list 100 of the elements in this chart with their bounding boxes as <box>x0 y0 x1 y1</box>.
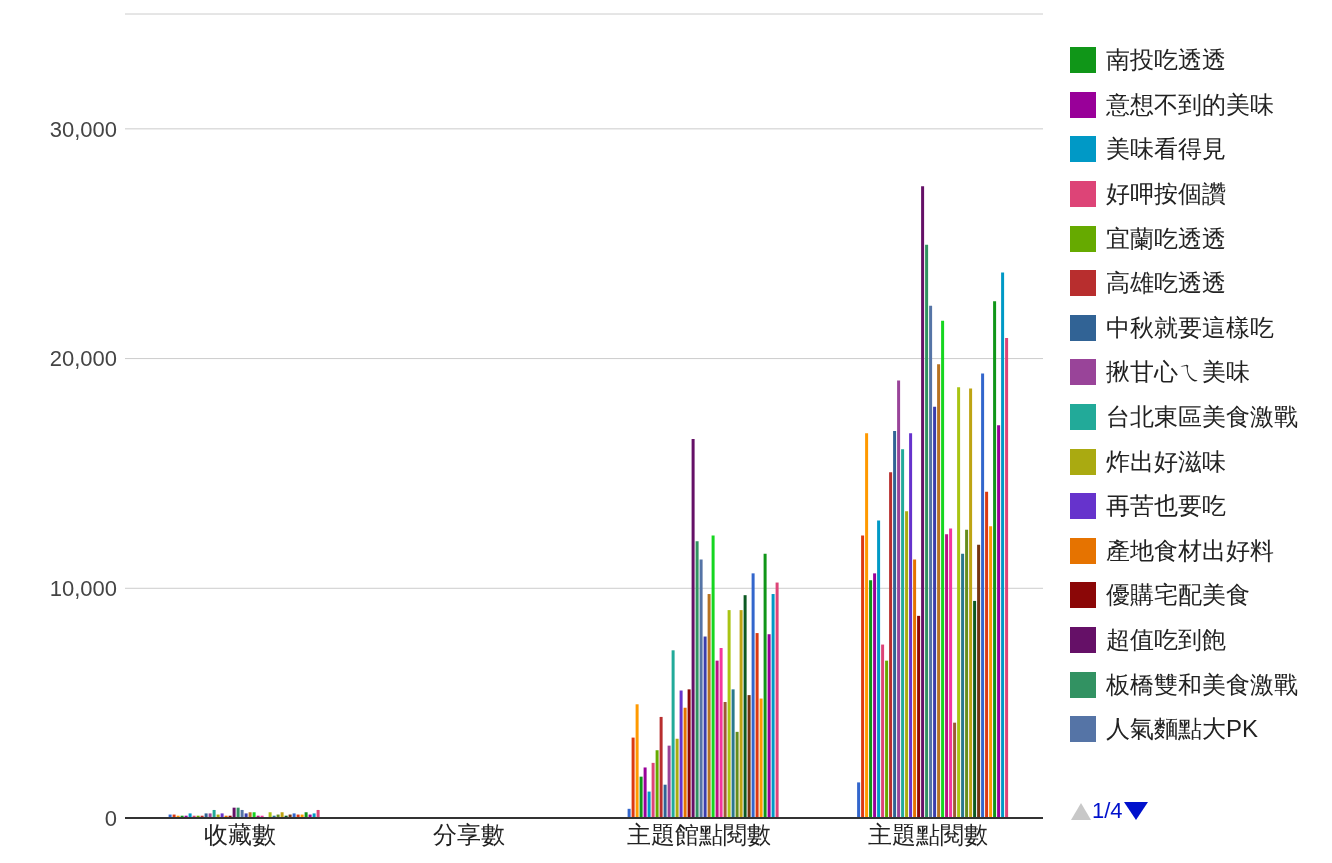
bar <box>865 433 869 818</box>
bar <box>993 301 997 818</box>
bar <box>711 535 715 818</box>
y-tick-label: 30,000 <box>49 116 117 142</box>
bar <box>715 660 719 818</box>
legend-label: 台北東區美食激戰 <box>1106 402 1298 433</box>
bar <box>683 707 687 818</box>
bar <box>913 559 917 818</box>
bar <box>639 776 643 818</box>
bar <box>647 791 651 818</box>
bar <box>973 600 977 818</box>
bar <box>707 594 711 818</box>
bar <box>735 731 739 818</box>
bar <box>965 529 969 818</box>
bar <box>655 750 659 818</box>
bar <box>909 433 913 818</box>
bar <box>755 633 759 818</box>
bar <box>921 186 925 818</box>
bar <box>739 610 743 818</box>
text: 1/4 <box>1092 797 1123 824</box>
bar <box>889 472 893 818</box>
bar <box>873 573 877 818</box>
legend-label: 中秋就要這樣吃 <box>1106 312 1274 343</box>
bar <box>877 520 881 818</box>
legend-label: 超值吃到飽 <box>1106 625 1226 655</box>
x-tick-label: 主題點閱數 <box>868 821 989 849</box>
bar <box>767 634 771 818</box>
bar <box>763 553 767 818</box>
bar <box>917 615 921 818</box>
bar <box>925 244 929 818</box>
legend-label: 再苦也要吃 <box>1106 491 1226 522</box>
bar <box>937 364 941 818</box>
legend-label: 板橋雙和美食激戰 <box>1106 669 1298 700</box>
bar <box>861 535 865 818</box>
legend-label: 人氣麵點大PK <box>1106 714 1259 745</box>
bar <box>695 541 699 818</box>
bar <box>985 491 989 818</box>
legend-label: 宜蘭吃透透 <box>1106 223 1226 254</box>
legend-label: 炸出好滋味 <box>1106 446 1226 477</box>
x-tick-label: 收藏數 <box>203 821 276 849</box>
bar <box>775 582 779 818</box>
bar <box>651 762 655 818</box>
legend-label: 優購宅配美食 <box>1106 580 1250 611</box>
bar <box>977 544 981 818</box>
bar <box>687 689 691 818</box>
bar <box>869 580 873 818</box>
bar <box>671 650 675 818</box>
bar <box>679 690 683 818</box>
bar <box>905 511 909 818</box>
x-tick-label: 主題館點閱數 <box>626 821 771 849</box>
bar <box>941 320 945 818</box>
bar <box>881 644 885 818</box>
bar <box>743 595 747 818</box>
bar <box>731 689 735 818</box>
bar <box>989 526 993 818</box>
y-tick-label: 20,000 <box>49 346 117 372</box>
bar <box>969 388 973 818</box>
bar <box>723 701 727 818</box>
bar <box>771 594 775 818</box>
y-tick-label: 10,000 <box>49 576 117 602</box>
bar <box>675 738 679 818</box>
legend-label: 美味看得見 <box>1106 134 1226 165</box>
bar <box>759 698 763 818</box>
bar <box>893 430 897 818</box>
bar <box>631 737 635 818</box>
legend-label: 高雄吃透透 <box>1106 268 1226 299</box>
bar <box>929 305 933 818</box>
bar <box>747 695 751 818</box>
bar <box>997 425 1001 818</box>
bar <box>897 380 901 818</box>
bar <box>699 559 703 818</box>
bar <box>953 722 957 818</box>
bar <box>703 636 707 818</box>
bar <box>933 406 937 818</box>
bar <box>901 449 905 818</box>
bar <box>857 782 861 818</box>
bar <box>663 784 667 818</box>
bar <box>719 648 723 818</box>
legend-label: 揪甘心ㄟ美味 <box>1106 357 1250 388</box>
x-tick-label: 分享數 <box>433 821 506 849</box>
legend-label: 產地食材出好料 <box>1106 535 1274 566</box>
bar <box>945 534 949 818</box>
bar <box>885 660 889 818</box>
bar <box>1005 337 1009 818</box>
bar <box>961 553 965 818</box>
legend-label: 南投吃透透 <box>1106 45 1226 76</box>
legend-label: 意想不到的美味 <box>1106 89 1274 120</box>
bar <box>727 610 731 818</box>
bar <box>957 387 961 818</box>
y-tick-label: 0 <box>104 805 117 831</box>
legend-label: 好呷按個讚 <box>1106 179 1226 210</box>
bar <box>691 438 695 818</box>
bar <box>659 716 663 818</box>
bar <box>949 528 953 818</box>
bar <box>981 373 985 818</box>
bar <box>751 573 755 818</box>
bar <box>635 704 639 818</box>
bar <box>667 745 671 818</box>
bar <box>643 767 647 818</box>
bar <box>1001 272 1005 818</box>
